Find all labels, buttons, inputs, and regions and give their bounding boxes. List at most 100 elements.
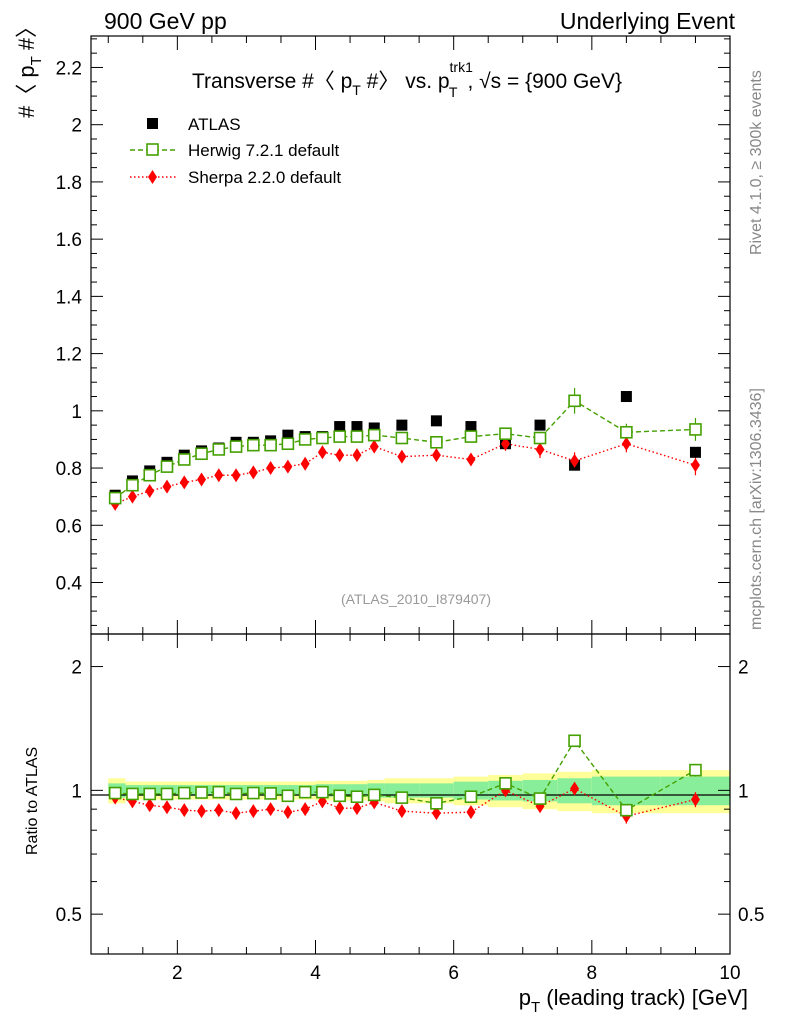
sherpa-point [162,479,172,494]
ratio-y-tick-label-right: 2 [738,658,749,679]
herwig-ratio-point [350,790,364,804]
chart-title: Transverse #〈 pT #〉 vs. ptrk1 T, √s = {90… [192,59,622,100]
main-y-tick-label: 0.8 [56,459,82,480]
herwig-point [316,431,329,445]
legend-herwig-label: Herwig 7.2.1 default [188,141,339,160]
x-axis-label: pT (leading track) [GeV] [519,985,748,1016]
herwig-point [430,435,443,449]
legend-atlas-label: ATLAS [188,115,241,134]
main-frame [90,35,731,635]
main-y-tick-label: 0.6 [56,516,82,537]
sherpa-point [500,436,510,451]
main-y-tick-label: 1.4 [56,287,83,308]
herwig-ratio-point [499,777,512,790]
main-y-tick-label: 1 [71,402,82,423]
herwig-point [568,394,581,408]
herwig-ratio-point [195,786,208,799]
herwig-ratio-point [568,734,581,748]
sherpa-point [369,439,379,454]
ratio-y-tick-label-right: 0.5 [738,905,764,926]
sherpa-point [621,436,631,451]
legend-sherpa-label: Sherpa 2.2.0 default [188,168,341,187]
herwig-point [533,431,547,445]
herwig-point [126,478,139,492]
herwig-point [264,438,277,452]
sherpa-point [197,472,207,487]
main-x-ticks [107,36,731,634]
herwig-ratio-point [367,788,381,802]
ratio-y-axis-label: Ratio to ATLAS [24,747,41,855]
sherpa-point [266,461,276,476]
sherpa-point [535,442,545,457]
main-y-axis-label: #〈 pT #〉 [14,16,45,118]
sherpa-point [317,445,327,460]
herwig-ratio-point [126,787,139,801]
sherpa-point [214,468,224,483]
herwig-ratio-point [430,797,443,810]
header-right: Underlying Event [560,8,736,34]
x-tick-label: 8 [587,963,598,984]
atlas-point [430,415,442,427]
band-inner [384,783,420,798]
x-tick-label: 10 [719,963,740,984]
main-y-tick-label: 2 [71,116,82,137]
legend-herwig: Herwig 7.2.1 default [130,141,339,160]
sherpa-line [114,442,696,505]
main-y-axis: 0.4 0.6 0.8 1 1.2 1.4 1.6 1.8 2 2.2 [56,38,730,626]
ratio-panel: 0.5 0.5 1 1 2 2 2 4 6 8 10 Ratio to ATLAS pT (lea… [24,633,764,1016]
ratio-y-tick-label: 2 [71,658,82,679]
x-tick-label: 2 [172,963,183,984]
ratio-y-tick-label: 0.5 [56,905,82,926]
legend-sherpa-marker [148,170,157,184]
sherpa-point [397,449,407,464]
x-axis: 2 4 6 8 10 [107,634,741,984]
herwig-ratio-point [108,786,122,800]
sherpa-ratio-point [283,805,293,820]
sherpa-ratio-point [179,803,189,818]
sherpa-ratio-point [300,802,310,817]
atlas-point [465,421,477,433]
herwig-ratio-point [143,787,157,801]
main-panel: 0.4 0.6 0.8 1 1.2 1.4 1.6 1.8 2 2.2 Transverse #〈… [14,16,731,635]
herwig-ratio-point [533,792,547,805]
main-y-tick-label: 1.8 [56,173,82,194]
herwig-point [298,433,312,446]
herwig-ratio-point [464,790,478,804]
herwig-point [395,431,409,445]
mcplots-label: mcplots.cern.ch [arXiv:1306.3436] [748,388,765,630]
sherpa-ratio-point [162,800,172,815]
main-y-tick-label: 1.6 [56,230,82,251]
sherpa-ratio-point [214,803,224,818]
herwig-point [620,425,633,439]
herwig-point [333,430,346,443]
atlas-point [282,429,294,441]
herwig-ratio-point [212,785,226,799]
ratio-series [108,734,702,824]
ratio-frame [90,633,731,955]
herwig-ratio-point [395,791,409,804]
herwig-point [464,430,478,443]
herwig-point [689,423,702,436]
sherpa-ratio-point [335,801,345,816]
herwig-ratio-point [333,789,346,803]
sherpa-point [335,448,345,463]
atlas-point [368,422,380,434]
herwig-point [212,443,226,456]
sherpa-ratio-point [231,806,241,821]
rivet-label: Rivet 4.1.0, ≥ 300k events [748,70,765,255]
main-y-tick-label: 0.4 [56,573,83,594]
atlas-point [351,421,363,433]
herwig-point [499,427,512,441]
herwig-point [108,491,122,505]
band-inner [591,776,661,806]
sherpa-point [127,489,137,504]
herwig-point [281,437,295,451]
header-left: 900 GeV pp [104,8,227,34]
sherpa-point [300,456,310,471]
sherpa-point [231,468,241,483]
atlas-point [689,446,701,458]
legend: ATLAS Herwig 7.2.1 default Sherpa 2.2.0 … [130,115,341,187]
x-tick-label: 6 [448,963,459,984]
herwig-point [177,453,191,466]
